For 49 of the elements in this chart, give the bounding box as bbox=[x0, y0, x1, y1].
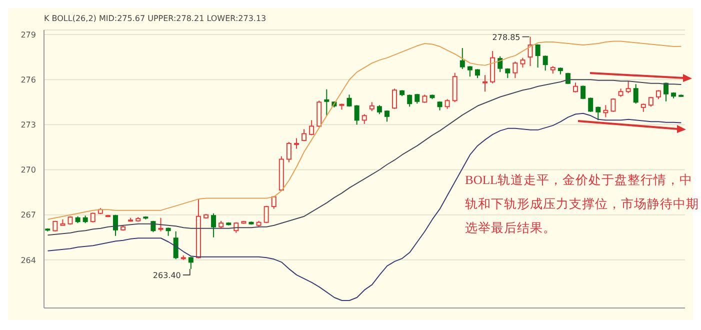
candlestick bbox=[369, 102, 374, 112]
candlestick bbox=[324, 88, 330, 116]
y-tick-label: 273 bbox=[20, 120, 36, 130]
annotation: 278.85 bbox=[492, 32, 520, 42]
candlestick bbox=[664, 82, 669, 102]
candlestick bbox=[309, 120, 314, 136]
candlestick bbox=[392, 88, 398, 110]
candlestick bbox=[346, 94, 352, 108]
candlestick bbox=[498, 56, 503, 73]
candlestick bbox=[286, 141, 292, 163]
candlestick bbox=[542, 55, 548, 72]
y-tick-label: 279 bbox=[20, 30, 36, 40]
candlestick bbox=[407, 94, 412, 108]
candlestick bbox=[580, 85, 586, 100]
candlestick bbox=[482, 74, 488, 92]
candlestick bbox=[158, 217, 164, 232]
candlestick bbox=[520, 57, 526, 68]
candlestick bbox=[376, 104, 382, 115]
candlestick bbox=[444, 98, 450, 110]
candlestick bbox=[188, 256, 194, 270]
candlestick bbox=[626, 80, 631, 94]
candlestick bbox=[610, 98, 616, 112]
candlestick bbox=[173, 230, 178, 260]
candlestick bbox=[354, 104, 360, 126]
candlestick bbox=[474, 68, 480, 79]
candlestick bbox=[656, 90, 661, 100]
candlestick bbox=[573, 82, 578, 93]
annotation: BOLL轨道走平，金价处于盘整行情，中轨和下轨形成压力支撑位，市场静待中期选举最后结果。 bbox=[465, 172, 700, 237]
candlestick bbox=[596, 106, 601, 121]
candlestick bbox=[633, 84, 638, 104]
chart-subtitle: K BOLL(26,2) MID:275.67 UPPER:278.21 LOWER:273.13 bbox=[44, 14, 266, 23]
y-tick-label: 264 bbox=[20, 256, 36, 265]
candlestick bbox=[271, 196, 276, 210]
candlestick bbox=[535, 44, 540, 68]
candlestick bbox=[294, 138, 299, 150]
candlestick bbox=[302, 128, 307, 142]
y-tick-label: 267 bbox=[20, 210, 36, 220]
candlestick bbox=[512, 61, 518, 79]
candlestick bbox=[588, 97, 594, 112]
annotation: 263.40 bbox=[152, 270, 181, 280]
candlestick bbox=[603, 104, 608, 118]
candlestick bbox=[211, 212, 216, 238]
candlestick bbox=[528, 36, 533, 67]
candlestick bbox=[467, 66, 472, 78]
y-tick-label: 276 bbox=[20, 75, 36, 84]
candlestick bbox=[460, 48, 465, 70]
candlestick bbox=[362, 114, 367, 124]
candlestick bbox=[90, 212, 96, 223]
y-tick-label: 270 bbox=[20, 166, 36, 175]
